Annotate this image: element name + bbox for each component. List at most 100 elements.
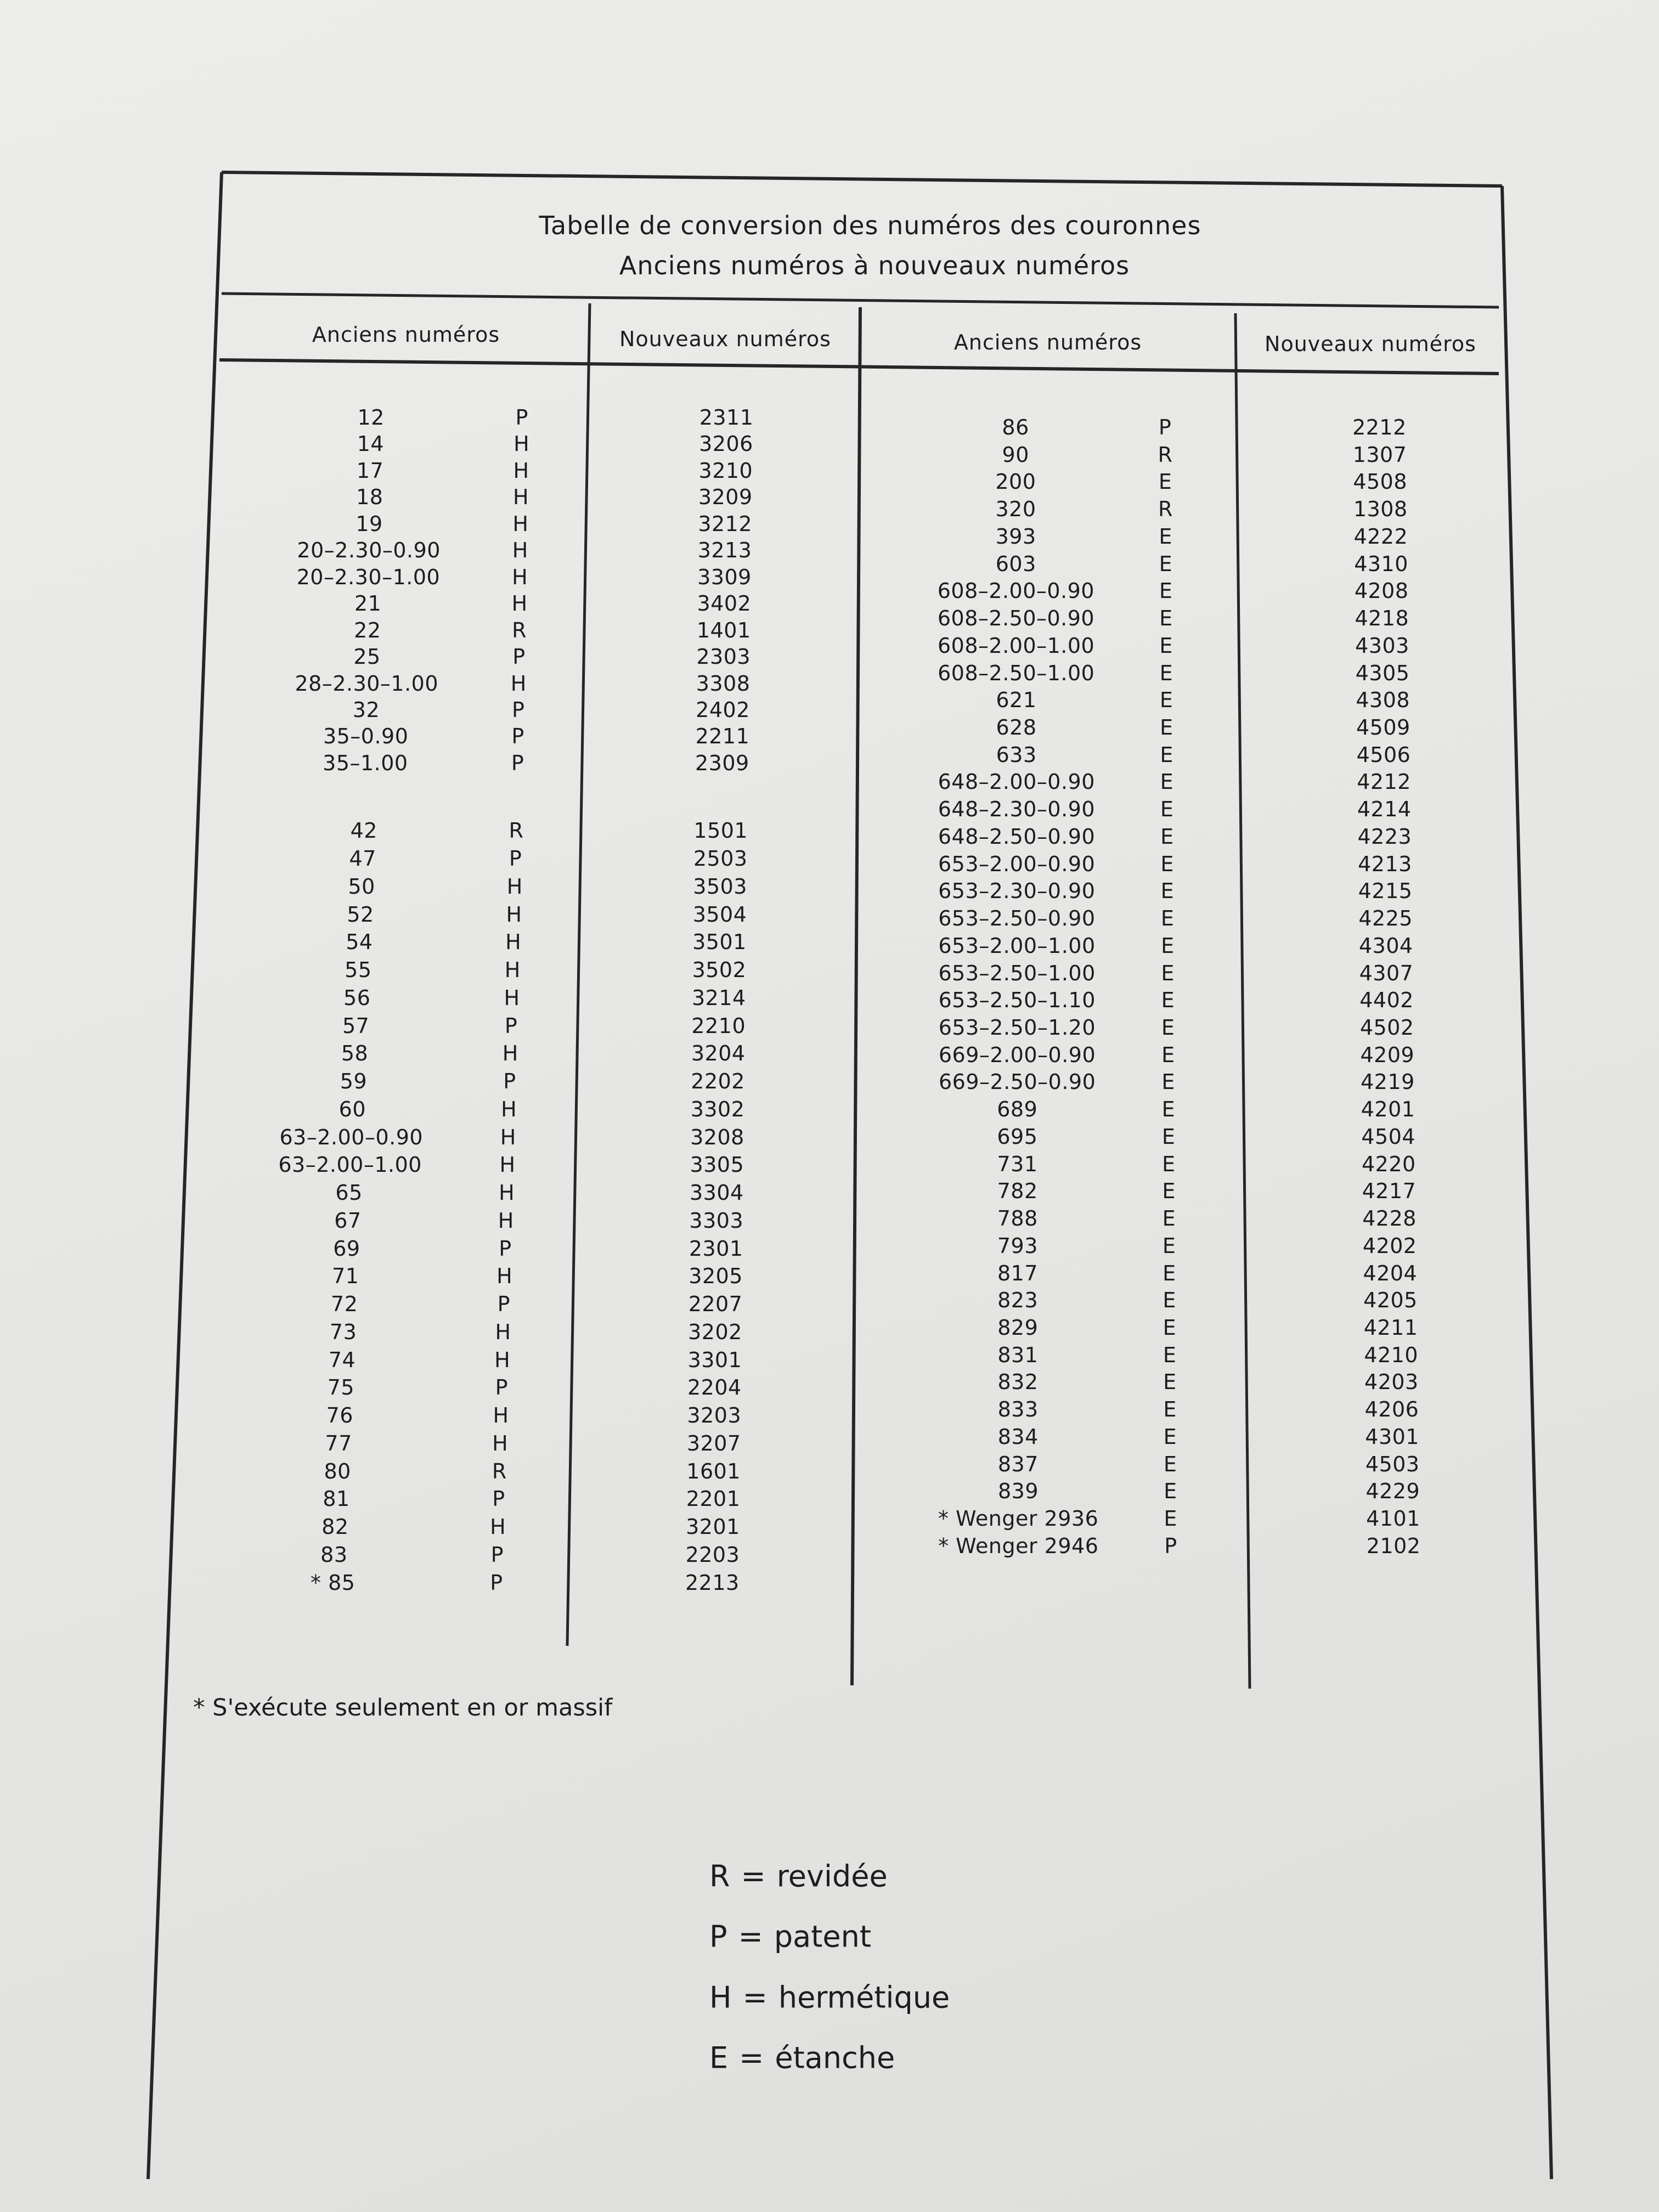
crown-type: E xyxy=(1160,797,1174,822)
crown-type: P xyxy=(1164,1533,1177,1558)
new-number: 4205 xyxy=(1363,1288,1418,1313)
crown-type: P xyxy=(511,751,524,775)
old-number: 82 xyxy=(321,1515,349,1539)
old-number: 80 xyxy=(324,1459,351,1483)
crown-type: P xyxy=(490,1542,504,1567)
old-number: 58 xyxy=(341,1041,369,1066)
legend-equals: = xyxy=(741,1859,766,1894)
crown-type: E xyxy=(1162,1206,1176,1231)
new-number: 2303 xyxy=(696,645,751,669)
new-number: 3308 xyxy=(696,671,751,696)
crown-type: H xyxy=(513,458,529,483)
crown-type: H xyxy=(496,1264,513,1289)
new-number: 3303 xyxy=(689,1208,744,1233)
crown-type: P xyxy=(1158,415,1172,439)
new-number: 2203 xyxy=(685,1542,740,1567)
legend-item: H = hermétique xyxy=(709,1980,950,2015)
old-number: 69 xyxy=(333,1236,360,1261)
new-number: 3214 xyxy=(691,985,746,1010)
old-number: 50 xyxy=(348,874,375,899)
new-number: 4229 xyxy=(1365,1479,1420,1504)
new-number: 2212 xyxy=(1352,415,1407,439)
crown-type: R xyxy=(509,819,524,843)
crown-type: E xyxy=(1163,1342,1177,1367)
new-number: 4506 xyxy=(1356,742,1411,767)
crown-type: H xyxy=(499,1153,516,1177)
crown-type: H xyxy=(505,930,522,955)
table-right-border xyxy=(1500,185,1553,2180)
legend-item: E = étanche xyxy=(709,2041,895,2075)
new-number: 4503 xyxy=(1365,1452,1420,1476)
old-number: 28–2.30–1.00 xyxy=(295,671,439,696)
table-left-border xyxy=(146,172,223,2180)
old-number: 18 xyxy=(356,485,383,510)
crown-type: H xyxy=(492,1431,509,1455)
crown-type: E xyxy=(1159,661,1173,685)
crown-type: H xyxy=(490,1515,506,1539)
new-number: 3304 xyxy=(689,1181,744,1205)
new-number: 4502 xyxy=(1359,1015,1414,1040)
crown-type: H xyxy=(506,874,523,899)
crown-type: E xyxy=(1159,551,1173,576)
new-number: 4208 xyxy=(1354,579,1409,603)
new-number: 1307 xyxy=(1352,442,1407,467)
old-number: 633 xyxy=(996,742,1037,767)
old-number: 83 xyxy=(320,1542,348,1567)
crown-type: P xyxy=(515,405,528,430)
new-number: 4307 xyxy=(1359,961,1414,985)
legend-equals: = xyxy=(738,1919,763,1954)
new-number: 4301 xyxy=(1365,1424,1419,1449)
old-number: 834 xyxy=(997,1424,1039,1449)
new-number: 4228 xyxy=(1362,1206,1417,1231)
old-number: 67 xyxy=(334,1208,362,1233)
new-number: 1601 xyxy=(686,1459,741,1483)
old-number: 55 xyxy=(345,958,372,983)
new-number: 4223 xyxy=(1357,824,1412,849)
crown-type: E xyxy=(1163,1424,1177,1449)
new-number: 2213 xyxy=(685,1570,740,1595)
old-number: 393 xyxy=(995,524,1036,549)
old-number: 603 xyxy=(995,551,1036,576)
legend-meaning: patent xyxy=(774,1919,871,1954)
old-number: 653–2.50–1.20 xyxy=(938,1015,1096,1040)
column-divider-1 xyxy=(566,303,591,1646)
new-number: 1401 xyxy=(696,618,751,642)
crown-type: H xyxy=(511,591,528,616)
crown-type: H xyxy=(512,538,528,563)
new-number: 1501 xyxy=(693,819,748,843)
crown-type: E xyxy=(1161,1124,1176,1149)
new-number: 3305 xyxy=(690,1153,744,1177)
new-number: 4101 xyxy=(1366,1506,1420,1531)
column-divider-2 xyxy=(850,307,862,1686)
old-number: 71 xyxy=(332,1264,359,1289)
new-number: 4214 xyxy=(1357,797,1412,822)
crown-type: P xyxy=(492,1487,505,1511)
crown-type: E xyxy=(1160,770,1174,794)
crown-type: P xyxy=(509,847,522,871)
crown-type: E xyxy=(1160,824,1174,849)
new-number: 2301 xyxy=(689,1236,743,1261)
header-old-numbers-left: Anciens numéros xyxy=(312,323,500,347)
new-number: 4220 xyxy=(1362,1152,1416,1176)
old-number: 648–2.50–0.90 xyxy=(938,824,1096,849)
crown-type: P xyxy=(495,1375,509,1400)
crown-type: E xyxy=(1162,1179,1176,1204)
new-number: 4222 xyxy=(1353,524,1408,549)
new-number: 3503 xyxy=(693,874,747,899)
new-number: 4217 xyxy=(1362,1179,1417,1204)
new-number: 4203 xyxy=(1364,1370,1419,1395)
crown-type: E xyxy=(1158,470,1172,494)
old-number: 653–2.30–0.90 xyxy=(938,879,1096,904)
legend-equals: = xyxy=(739,2040,764,2075)
new-number: 4210 xyxy=(1364,1342,1419,1367)
header-new-numbers-right: Nouveaux numéros xyxy=(1265,332,1476,356)
crown-type: R xyxy=(512,618,527,642)
crown-type: H xyxy=(494,1347,511,1372)
old-number: 832 xyxy=(997,1370,1039,1395)
new-number: 4211 xyxy=(1363,1316,1418,1340)
old-number: 17 xyxy=(356,458,384,483)
old-number: 837 xyxy=(997,1452,1039,1476)
old-number: 817 xyxy=(997,1261,1039,1285)
old-number: 320 xyxy=(995,497,1036,522)
